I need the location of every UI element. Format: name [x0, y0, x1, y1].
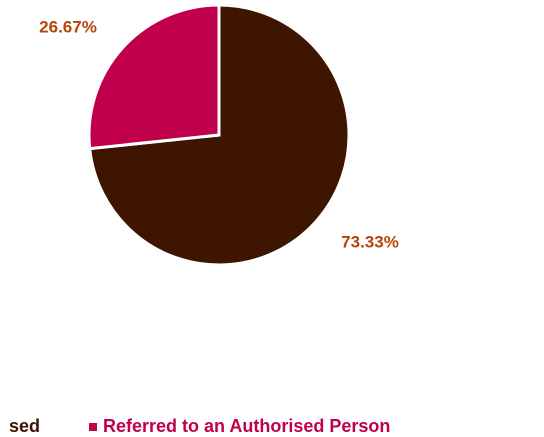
legend-marker	[89, 423, 97, 431]
data-label: 73.33%	[341, 232, 399, 251]
pie-slice	[87, 3, 221, 151]
legend-label: Referred to an Authorised Person	[103, 416, 390, 436]
legend-label: sed	[9, 416, 40, 436]
data-label: 26.67%	[39, 17, 97, 36]
